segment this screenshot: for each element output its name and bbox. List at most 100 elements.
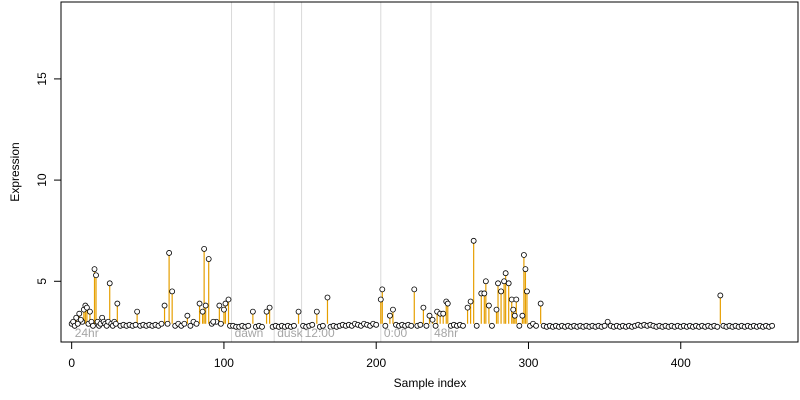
- data-point: [221, 306, 227, 313]
- data-point: [132, 321, 139, 328]
- data-point: [485, 302, 492, 309]
- data-point: [382, 322, 389, 329]
- data-point: [519, 312, 526, 319]
- data-point: [83, 304, 90, 311]
- data-point: [324, 294, 331, 301]
- data-point: [717, 292, 724, 299]
- x-tick-label: 0: [68, 356, 75, 370]
- data-point: [245, 322, 252, 329]
- x-tick-label: 200: [366, 356, 386, 370]
- region-lines: [231, 2, 432, 342]
- x-tick-label: 400: [671, 356, 691, 370]
- data-point: [169, 288, 176, 295]
- region-label: dawn: [235, 326, 264, 340]
- data-point: [199, 308, 206, 315]
- data-point: [202, 302, 209, 309]
- data-point: [440, 310, 447, 317]
- data-point: [222, 300, 229, 307]
- data-point: [266, 304, 273, 311]
- data-point: [464, 304, 471, 311]
- data-point: [379, 286, 386, 293]
- data-point: [522, 266, 529, 273]
- data-point: [426, 312, 433, 319]
- data-point: [604, 318, 611, 325]
- data-point: [196, 300, 203, 307]
- data-point: [320, 322, 326, 329]
- data-points: [68, 237, 776, 330]
- data-point: [495, 280, 501, 287]
- data-point: [295, 308, 302, 315]
- data-point: [429, 316, 436, 323]
- y-axis: 5 10 15: [35, 72, 62, 285]
- data-point: [521, 252, 527, 258]
- data-point: [217, 320, 224, 327]
- data-point: [134, 308, 141, 315]
- data-point: [313, 308, 320, 315]
- data-point: [533, 322, 539, 329]
- data-point: [205, 256, 212, 262]
- region-labels: 24hr dawn dusk 12:00 0:00 48hr: [75, 326, 458, 340]
- data-point: [74, 320, 81, 327]
- data-point: [510, 306, 517, 313]
- data-point: [76, 310, 83, 317]
- spike-lines: [72, 240, 773, 327]
- y-tick-label: 15: [35, 72, 49, 86]
- x-axis: 0 100 200 300 400: [68, 341, 691, 370]
- data-point: [263, 308, 270, 315]
- data-point: [77, 316, 84, 323]
- data-point: [432, 322, 439, 329]
- data-point: [93, 272, 99, 279]
- data-point: [164, 320, 171, 327]
- data-point: [249, 308, 256, 315]
- data-point: [216, 302, 223, 309]
- data-point: [511, 312, 518, 319]
- region-label: dusk: [277, 326, 303, 340]
- data-point: [505, 280, 512, 287]
- data-point: [210, 318, 217, 325]
- data-point: [91, 266, 98, 273]
- data-point: [513, 296, 520, 303]
- data-point: [114, 300, 121, 307]
- data-point: [524, 288, 530, 295]
- region-label: 12:00: [305, 326, 335, 340]
- data-point: [714, 323, 721, 330]
- data-point: [377, 296, 384, 303]
- data-point: [769, 322, 776, 329]
- data-point: [106, 280, 113, 287]
- data-point: [473, 322, 480, 329]
- data-point: [516, 322, 523, 329]
- data-point: [482, 278, 489, 285]
- region-label: 48hr: [434, 326, 458, 340]
- data-point: [193, 320, 200, 327]
- data-point: [201, 246, 208, 252]
- data-point: [467, 298, 474, 305]
- x-tick-label: 100: [214, 356, 234, 370]
- data-point: [460, 322, 466, 329]
- data-point: [411, 286, 418, 293]
- data-point: [502, 270, 509, 277]
- data-point: [408, 322, 415, 329]
- x-axis-title: Sample index: [394, 376, 467, 390]
- data-point: [166, 250, 173, 256]
- data-point: [87, 308, 93, 315]
- data-point: [417, 321, 424, 328]
- data-point: [493, 306, 500, 313]
- data-point: [537, 300, 544, 307]
- data-point: [184, 312, 191, 319]
- data-point: [420, 304, 427, 311]
- data-point: [489, 322, 495, 329]
- data-point: [181, 320, 188, 327]
- y-axis-title: Expression: [8, 142, 22, 201]
- data-point: [470, 237, 477, 244]
- data-point: [225, 296, 232, 303]
- region-label: 24hr: [75, 326, 99, 340]
- data-point: [387, 312, 393, 319]
- data-point: [161, 302, 168, 309]
- data-point: [601, 322, 608, 329]
- data-point: [158, 320, 165, 327]
- region-label: 0:00: [384, 326, 408, 340]
- y-tick-label: 5: [35, 278, 49, 285]
- data-point: [259, 323, 265, 330]
- data-point: [373, 321, 380, 328]
